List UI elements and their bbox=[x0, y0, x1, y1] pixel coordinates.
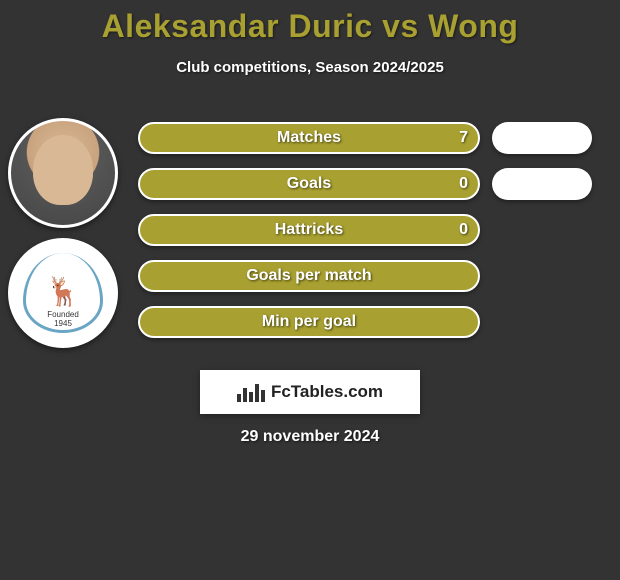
stat-value-left: 0 bbox=[459, 221, 468, 239]
stat-pill-right bbox=[492, 122, 592, 154]
stat-label: Min per goal bbox=[262, 313, 356, 331]
stat-value-left: 0 bbox=[459, 175, 468, 193]
page-title: Aleksandar Duric vs Wong bbox=[0, 0, 620, 45]
fctables-label: FcTables.com bbox=[271, 382, 383, 402]
club-logo-frame: 🦌 Founded 1945 bbox=[23, 253, 103, 333]
player-right-avatar: 🦌 Founded 1945 bbox=[8, 238, 118, 348]
stat-row-matches: Matches 7 bbox=[138, 122, 480, 154]
stat-bar: Hattricks 0 bbox=[138, 214, 480, 246]
stat-value-left: 7 bbox=[459, 129, 468, 147]
stat-row-goals: Goals 0 bbox=[138, 168, 480, 200]
bar-chart-icon bbox=[237, 382, 265, 402]
stat-row-min-per-goal: Min per goal bbox=[138, 306, 480, 338]
stat-row-hattricks: Hattricks 0 bbox=[138, 214, 480, 246]
avatars-column: 🦌 Founded 1945 bbox=[8, 118, 118, 348]
date-label: 29 november 2024 bbox=[0, 428, 620, 446]
deer-icon: 🦌 bbox=[46, 278, 81, 306]
stat-bars: Matches 7 Goals 0 Hattricks 0 Goals per … bbox=[138, 122, 480, 338]
stat-bar: Goals 0 bbox=[138, 168, 480, 200]
right-pills-column bbox=[492, 122, 592, 200]
stat-row-goals-per-match: Goals per match bbox=[138, 260, 480, 292]
stat-pill-right bbox=[492, 168, 592, 200]
stat-label: Goals per match bbox=[246, 267, 371, 285]
club-logo-founded: Founded 1945 bbox=[26, 310, 100, 328]
stat-label: Matches bbox=[277, 129, 341, 147]
fctables-badge: FcTables.com bbox=[200, 370, 420, 414]
stat-bar: Goals per match bbox=[138, 260, 480, 292]
stat-label: Goals bbox=[287, 175, 331, 193]
stat-label: Hattricks bbox=[275, 221, 343, 239]
stat-bar: Min per goal bbox=[138, 306, 480, 338]
player-left-avatar bbox=[8, 118, 118, 228]
stat-bar: Matches 7 bbox=[138, 122, 480, 154]
subtitle: Club competitions, Season 2024/2025 bbox=[0, 59, 620, 76]
